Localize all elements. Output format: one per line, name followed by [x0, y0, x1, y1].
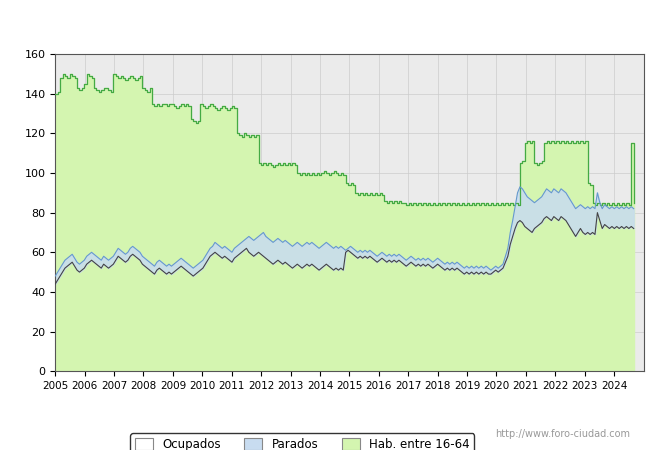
Legend: Ocupados, Parados, Hab. entre 16-64: Ocupados, Parados, Hab. entre 16-64	[130, 433, 474, 450]
Text: Albalatillo - Evolucion de la poblacion en edad de Trabajar Septiembre de 2024: Albalatillo - Evolucion de la poblacion …	[77, 17, 573, 30]
Text: http://www.foro-ciudad.com: http://www.foro-ciudad.com	[495, 429, 630, 439]
